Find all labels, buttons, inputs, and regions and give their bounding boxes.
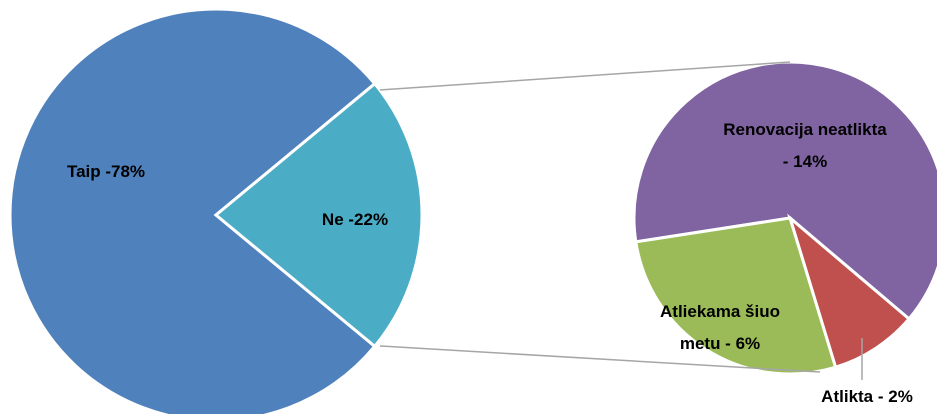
connector-line [379, 61, 791, 91]
pie-slice [632, 60, 937, 321]
connector-line [379, 345, 821, 373]
pie-slice [634, 216, 838, 376]
data-label: Atliekama šiuo metu - 6% [660, 302, 780, 353]
data-label: Taip -78% [66, 162, 146, 181]
data-label: Atlikta - 2% [821, 387, 913, 406]
data-label: Ne -22% [321, 210, 389, 229]
data-label: Renovacija neatlikta - 14% [723, 120, 887, 171]
pie-slice [8, 7, 377, 414]
pie-slice [213, 81, 424, 349]
pie-slice [787, 213, 912, 370]
